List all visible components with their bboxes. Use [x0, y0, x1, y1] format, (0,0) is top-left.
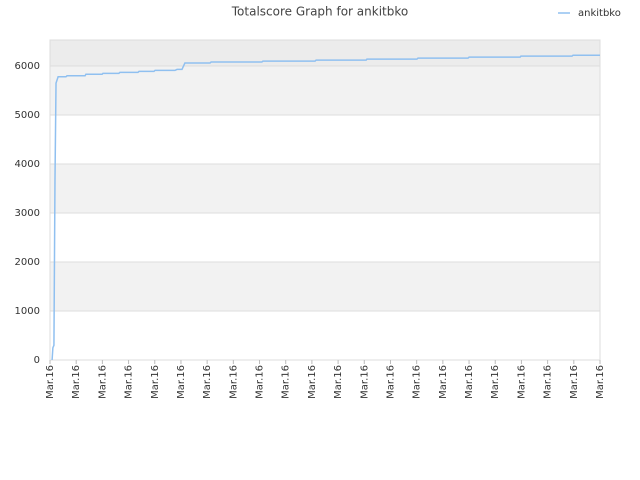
grid-band	[50, 261, 600, 311]
legend-label: ankitbko	[578, 8, 621, 19]
y-tick-label: 4000	[15, 159, 40, 170]
grid-band	[50, 163, 600, 213]
x-tick-label: Mar.16	[71, 365, 82, 399]
y-tick-label: 5000	[15, 110, 40, 121]
x-tick-label: Mar.16	[45, 365, 56, 399]
x-tick-label: Mar.16	[543, 365, 554, 399]
x-tick-label: Mar.16	[255, 365, 266, 399]
grid-band	[50, 212, 600, 262]
chart-title: Totalscore Graph for ankitbko	[231, 5, 408, 19]
grid-band	[50, 114, 600, 164]
x-tick-label: Mar.16	[490, 365, 501, 399]
x-tick-label: Mar.16	[385, 365, 396, 399]
grid-band	[50, 65, 600, 115]
x-tick-label: Mar.16	[124, 365, 135, 399]
x-tick-label: Mar.16	[333, 365, 344, 399]
x-tick-label: Mar.16	[595, 365, 606, 399]
x-tick-label: Mar.16	[412, 365, 423, 399]
grid-band	[50, 40, 600, 66]
x-tick-label: Mar.16	[176, 365, 187, 399]
x-tick-label: Mar.16	[307, 365, 318, 399]
x-tick-label: Mar.16	[228, 365, 239, 399]
plot-border	[49, 39, 601, 361]
x-tick-label: Mar.16	[97, 365, 108, 399]
y-tick-label: 6000	[15, 61, 40, 72]
x-tick-label: Mar.16	[464, 365, 475, 399]
grid-band	[50, 310, 600, 360]
y-tick-label: 2000	[15, 257, 40, 268]
y-tick-label: 0	[34, 355, 40, 366]
x-tick-label: Mar.16	[202, 365, 213, 399]
x-tick-label: Mar.16	[281, 365, 292, 399]
x-tick-label: Mar.16	[569, 365, 580, 399]
x-tick-label: Mar.16	[438, 365, 449, 399]
x-tick-label: Mar.16	[359, 365, 370, 399]
y-tick-label: 1000	[15, 306, 40, 317]
data-line	[51, 54, 600, 361]
x-tick-label: Mar.16	[516, 365, 527, 399]
x-tick-label: Mar.16	[150, 365, 161, 399]
y-tick-label: 3000	[15, 208, 40, 219]
